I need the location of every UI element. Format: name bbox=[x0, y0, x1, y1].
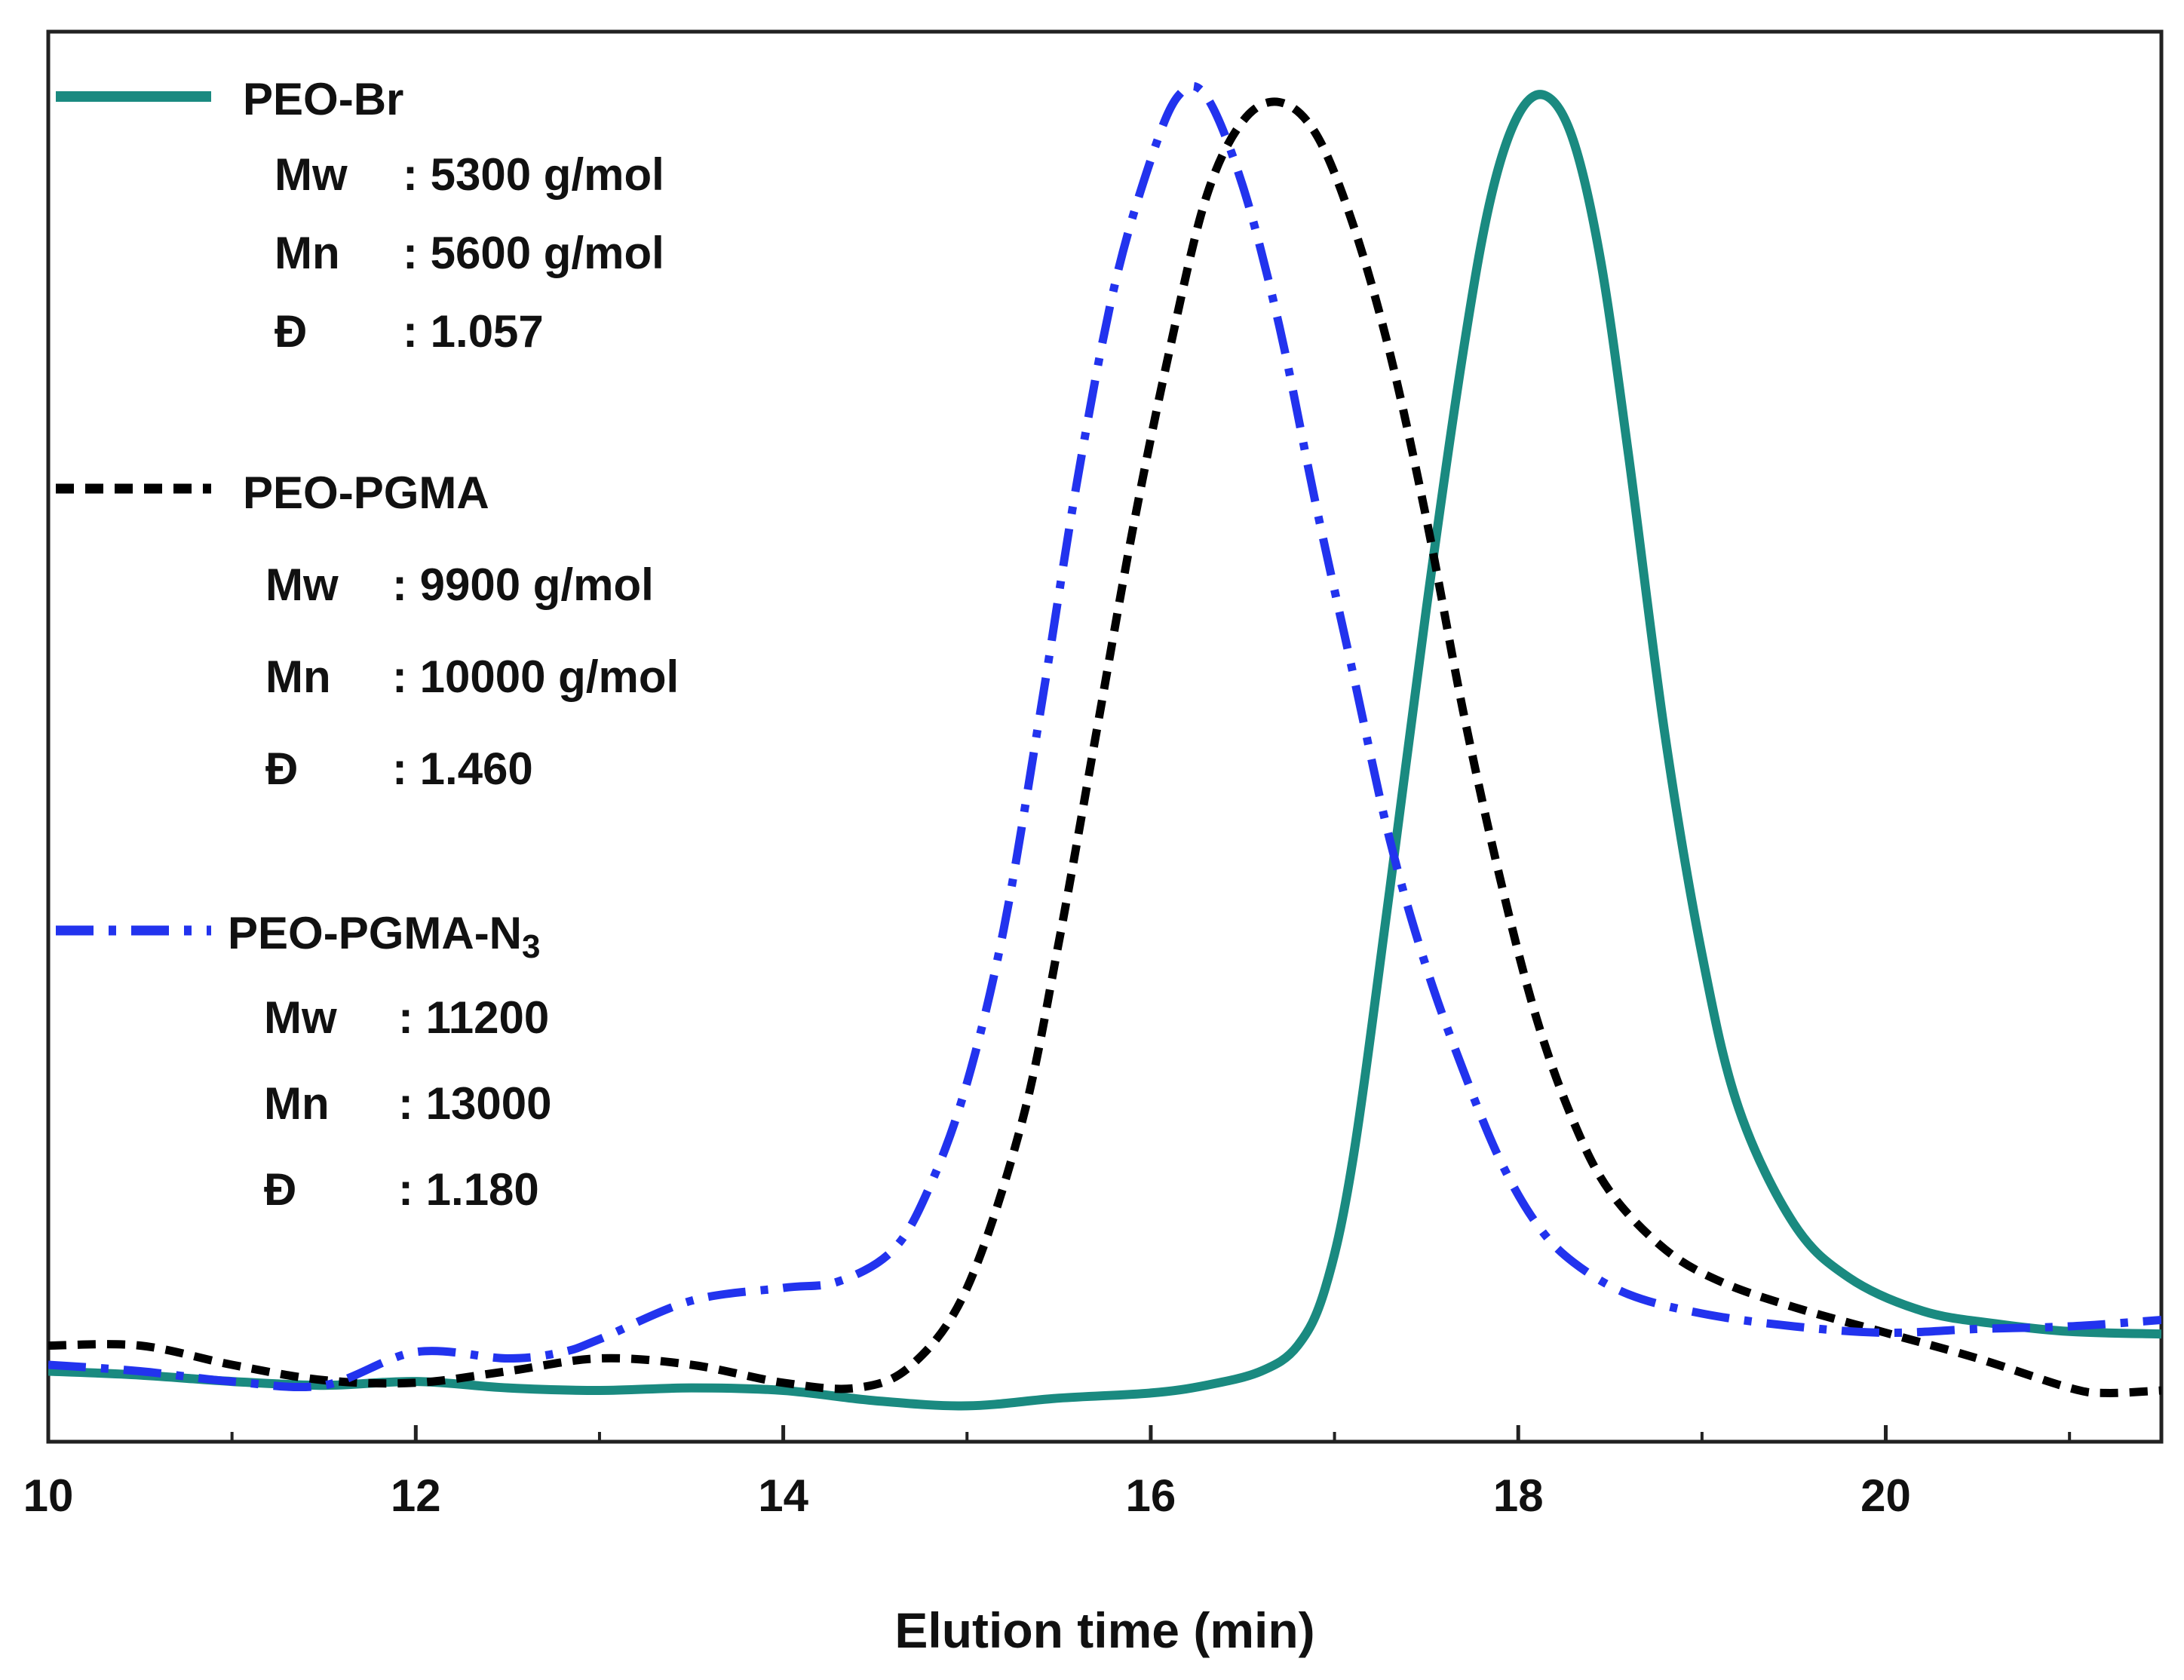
legend-stat-value: : 1.180 bbox=[398, 1164, 539, 1215]
legend-series-subscript: 3 bbox=[522, 928, 540, 965]
series-line-0 bbox=[48, 90, 2161, 1411]
legend: PEO-Br Mw : 5300 g/mol Mn : 5600 g/mol Đ : 1.0… bbox=[56, 74, 679, 1215]
plot-frame bbox=[46, 29, 2164, 1444]
legend-stat-label: Đ bbox=[264, 1164, 296, 1215]
x-tick-label: 12 bbox=[391, 1470, 441, 1521]
legend-stat-label: Mn bbox=[265, 651, 331, 702]
legend-stat-value: : 11200 bbox=[398, 992, 549, 1043]
legend-stat-value: : 10000 g/mol bbox=[392, 651, 679, 702]
x-tick-label: 10 bbox=[23, 1470, 74, 1521]
legend-stat-value: : 1.057 bbox=[403, 306, 544, 357]
legend-stat-value: : 5300 g/mol bbox=[403, 149, 664, 200]
legend-stat-label: Mn bbox=[275, 228, 340, 278]
legend-series-name: PEO-PGMA bbox=[243, 468, 489, 518]
legend-series-name-text: PEO-Br bbox=[243, 74, 403, 124]
legend-stat-label: Mw bbox=[275, 149, 348, 200]
x-tick-label: 20 bbox=[1860, 1470, 1911, 1521]
series-line-1 bbox=[48, 97, 2161, 1397]
legend-stat-value: : 1.460 bbox=[392, 743, 533, 794]
legend-series-name-text: PEO-PGMA-N bbox=[228, 908, 522, 958]
x-tick-label: 14 bbox=[758, 1470, 808, 1521]
x-tick-label: 16 bbox=[1126, 1470, 1176, 1521]
legend-stat-value: : 13000 bbox=[398, 1078, 552, 1129]
legend-series-name: PEO-Br bbox=[243, 74, 403, 124]
legend-stat-value: : 5600 g/mol bbox=[403, 228, 664, 278]
series-line-2 bbox=[48, 81, 2161, 1392]
legend-series-name-text: PEO-PGMA bbox=[243, 468, 489, 518]
x-tick-label: 18 bbox=[1493, 1470, 1544, 1521]
series-lines bbox=[48, 81, 2161, 1411]
x-axis-title: Elution time (min) bbox=[894, 1602, 1314, 1658]
legend-series-name: PEO-PGMA-N3 bbox=[228, 908, 540, 965]
legend-stat-value: : 9900 g/mol bbox=[392, 559, 654, 610]
legend-stat-label: Đ bbox=[265, 743, 298, 794]
legend-stat-label: Mn bbox=[264, 1078, 330, 1129]
legend-stat-label: Mw bbox=[264, 992, 337, 1043]
x-axis-ticks: 10 12 14 16 18 20 bbox=[23, 1425, 2072, 1521]
legend-stat-label: Mw bbox=[265, 559, 339, 610]
legend-stat-label: Đ bbox=[275, 306, 307, 357]
